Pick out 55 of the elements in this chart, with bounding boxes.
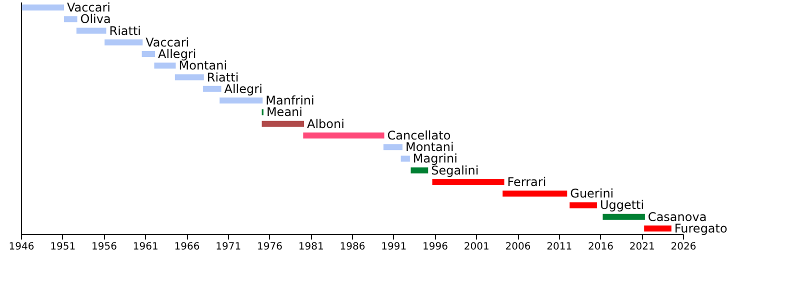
x-tick-label: 1946 — [8, 242, 34, 252]
bar — [303, 132, 384, 138]
x-tick-label: 2026 — [670, 242, 696, 252]
x-tick-label: 1986 — [340, 242, 366, 252]
bar — [410, 167, 428, 174]
x-tick-label: 1966 — [174, 242, 200, 252]
y-tick-label: Montani — [405, 140, 454, 154]
y-tick-label: Manfrini — [266, 94, 314, 108]
x-tick-label: 2006 — [505, 242, 531, 252]
bar — [104, 39, 143, 46]
y-tick-label: Casanova — [648, 210, 707, 224]
bar — [262, 120, 304, 127]
bar — [502, 190, 568, 197]
y-tick-label: Ferrari — [507, 174, 546, 189]
bar — [383, 144, 402, 150]
bar — [203, 86, 222, 92]
y-tick-label: Vaccari — [146, 35, 190, 50]
x-tick-label: 2016 — [588, 242, 614, 252]
bar — [142, 51, 156, 58]
bar — [570, 202, 597, 208]
bar — [76, 28, 106, 34]
bar — [22, 4, 64, 11]
y-tick-label: Montani — [178, 58, 228, 73]
y-tick-label: Oliva — [80, 12, 111, 26]
bar — [432, 178, 504, 185]
y-tick-label: Alboni — [307, 116, 344, 131]
bar — [154, 62, 176, 69]
y-tick-label: Riatti — [206, 70, 239, 84]
bar — [602, 214, 645, 220]
y-tick-label: Riatti — [109, 24, 142, 38]
bar — [644, 225, 672, 232]
x-tick-label: 1971 — [216, 242, 242, 252]
x-tick-label: 1956 — [92, 242, 117, 252]
x-tick-label: 2021 — [629, 242, 655, 252]
x-tick-label: 2001 — [464, 242, 490, 252]
y-tick-label: Magrini — [412, 152, 458, 166]
y-tick-label: Guerini — [570, 186, 614, 201]
y-tick-label: Meani — [266, 105, 302, 120]
y-tick-label: Allegri — [224, 82, 262, 96]
bar — [174, 74, 204, 80]
y-tick-label: Cancellato — [387, 128, 451, 142]
x-tick-label: 1961 — [132, 242, 158, 252]
bar — [64, 16, 78, 22]
y-tick-label: Allegri — [158, 47, 196, 62]
bar — [220, 98, 263, 104]
x-tick-label: 1976 — [257, 242, 282, 252]
y-tick-label: Vaccari — [67, 0, 110, 15]
x-tick-label: 1951 — [50, 242, 76, 252]
bar — [400, 156, 410, 162]
x-tick-label: 1996 — [422, 242, 448, 252]
y-tick-label: Uggetti — [600, 198, 644, 212]
x-tick-label: 2011 — [546, 242, 572, 252]
x-tick-label: 1981 — [298, 242, 324, 252]
x-tick-label: 1991 — [381, 242, 407, 252]
y-tick-label: Furegato — [674, 221, 728, 236]
